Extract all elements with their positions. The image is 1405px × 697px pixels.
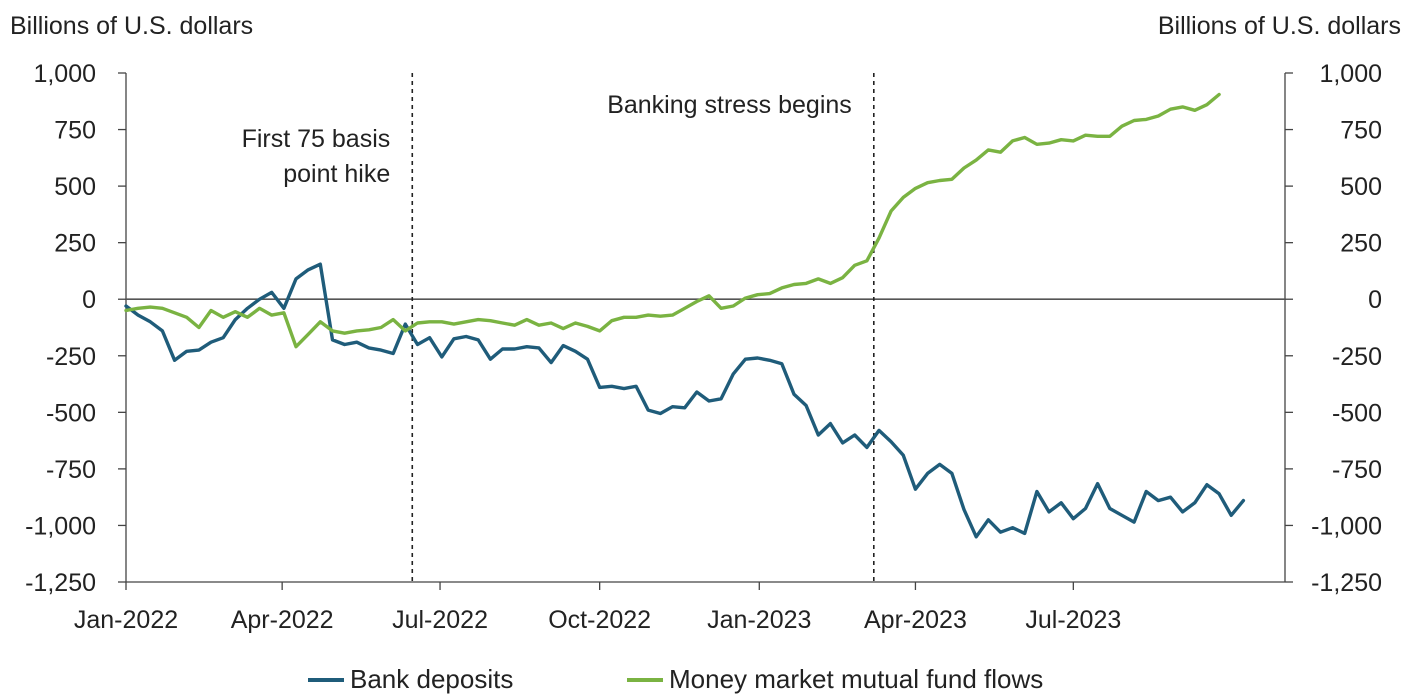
y-tick-label-right: 500 [1340,173,1382,201]
series-mmf-flows [124,92,1221,349]
event-annotation-label: First 75 basis [242,125,391,153]
x-tick-label: Apr-2023 [864,606,967,634]
event-annotation-label: Banking stress begins [607,91,852,119]
y-tick-label-left: -1,000 [25,512,96,540]
legend-swatch-bank-deposits [308,677,344,682]
y-tick-label-left: 1,000 [33,60,96,88]
y-tick-label-left: -1,250 [25,569,96,597]
y-tick-label-left: 750 [54,117,96,145]
y-axis-left-title: Billions of U.S. dollars [10,12,254,40]
legend: Bank deposits Money market mutual fund f… [0,664,1405,696]
legend-label-mmf-flows: Money market mutual fund flows [669,664,1044,694]
y-tick-label-right: -1,000 [1311,512,1382,540]
x-tick-label: Oct-2022 [548,606,651,634]
y-tick-label-right: 1,000 [1319,60,1382,88]
x-axis: Jan-2022 Apr-2022 Jul-2022 Oct-2022 Jan-2023… [74,298,1285,634]
x-tick-label: Apr-2022 [231,606,334,634]
y-tick-label-right: -250 [1332,343,1382,371]
event-annotation-label: point hike [283,160,390,188]
y-axis-left: 1,000 750 500 250 0 -250 -500 -750 -1,000 -1,250 [25,60,127,597]
x-tick-label: Jul-2023 [1025,606,1121,634]
x-tick-label: Jan-2023 [707,606,811,634]
y-tick-label-right: -1,250 [1311,569,1382,597]
series-lines [124,92,1246,539]
y-tick-label-right: 250 [1340,230,1382,258]
legend-label-bank-deposits: Bank deposits [350,664,514,694]
y-tick-label-right: -500 [1332,399,1382,427]
y-tick-label-left: 0 [82,286,96,314]
legend-item-bank-deposits: Bank deposits [308,664,513,695]
y-tick-label-right: 750 [1340,117,1382,145]
event-markers: First 75 basis point hike Banking stress b… [242,73,875,582]
y-axis-right-title: Billions of U.S. dollars [1157,12,1401,40]
y-tick-label-left: -250 [46,343,96,371]
y-tick-label-right: 0 [1368,286,1382,314]
x-tick-label: Jul-2022 [392,606,488,634]
series-bank-deposits [124,262,1246,539]
y-tick-label-left: -750 [46,456,96,484]
line-chart: 1,0007505002500-250-500-750-1,000-1,250 … [25,60,1382,634]
legend-swatch-mmf-flows [627,677,663,682]
y-tick-label-left: 250 [54,230,96,258]
legend-item-mmf-flows: Money market mutual fund flows [627,664,1043,695]
y-tick-label-right: -750 [1332,456,1382,484]
x-tick-label: Jan-2022 [74,606,178,634]
y-tick-label-left: -500 [46,399,96,427]
y-axis-right: 1,000 750 500 250 0 -250 -500 -750 -1,000 -1,250 [1284,60,1382,597]
y-tick-label-left: 500 [54,173,96,201]
